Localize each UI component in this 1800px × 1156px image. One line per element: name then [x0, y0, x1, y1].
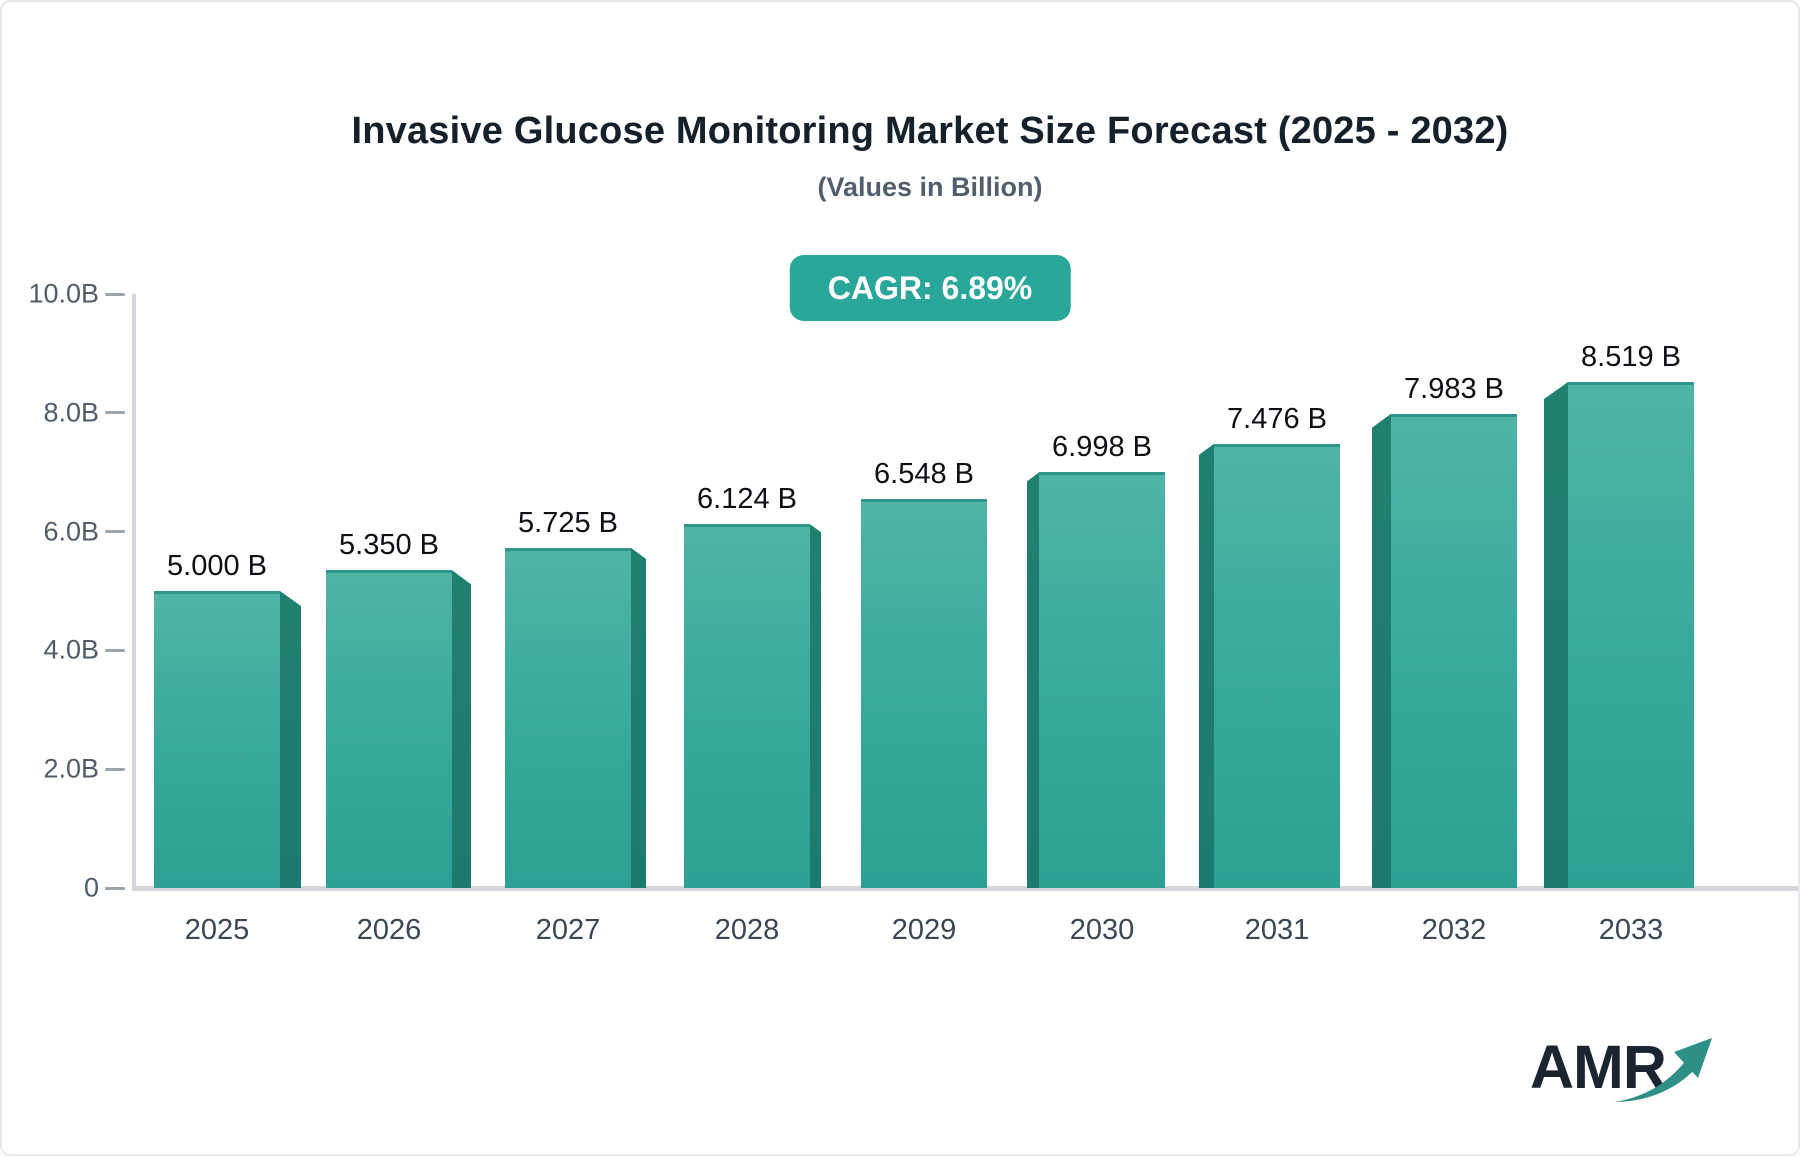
y-tick-label: 6.0B	[43, 516, 99, 547]
bar-side-face	[631, 547, 646, 888]
bar-value-label: 7.983 B	[1404, 372, 1504, 405]
y-tick-label: 10.0B	[28, 278, 99, 309]
bar-value-label: 5.350 B	[339, 529, 439, 562]
amr-logo: AMR	[1530, 1032, 1730, 1122]
x-axis-label: 2033	[1598, 914, 1664, 946]
x-axis-label: 2028	[714, 914, 780, 946]
x-axis-label: 2029	[891, 914, 957, 946]
bar-front-face	[1391, 413, 1517, 888]
bar-front-face	[684, 524, 810, 888]
bar-value-label: 6.124 B	[697, 483, 797, 516]
cagr-badge-label: CAGR: 6.89%	[827, 270, 1033, 306]
cagr-badge: CAGR: 6.89%	[789, 255, 1071, 321]
bar-side-face	[1027, 472, 1039, 888]
bar-side-face	[810, 524, 821, 888]
y-tick-dash	[105, 648, 125, 652]
bar-side-face	[1372, 413, 1391, 888]
amr-logo-text: AMR	[1530, 1033, 1667, 1101]
x-axis-label: 2031	[1244, 914, 1310, 946]
x-axis-label: 2032	[1421, 914, 1487, 946]
y-tick-dash	[105, 767, 125, 771]
x-axis-label: 2026	[356, 914, 422, 946]
y-tick-dash	[105, 292, 125, 296]
x-axis-label: 2027	[535, 914, 601, 946]
bar-value-label: 7.476 B	[1227, 402, 1327, 435]
bar-value-label: 5.000 B	[167, 550, 267, 582]
x-axis-line	[132, 886, 1798, 891]
bar-value-label: 6.548 B	[874, 458, 974, 491]
y-tick-label: 4.0B	[43, 634, 99, 665]
y-tick-dash	[105, 886, 125, 890]
bar-front-face	[326, 570, 452, 888]
y-tick-dash	[105, 530, 125, 534]
y-tick-label: 8.0B	[43, 397, 99, 428]
y-tick-label: 2.0B	[43, 753, 99, 784]
bar-front-face	[1568, 381, 1694, 888]
bar-value-label: 5.725 B	[518, 506, 618, 539]
bar-side-face	[1544, 381, 1568, 888]
bar-side-face	[1199, 443, 1214, 888]
bar-front-face	[154, 591, 280, 888]
bar-front-face	[1214, 443, 1340, 888]
growth-arrow-icon	[1614, 1038, 1712, 1102]
bar-front-face	[505, 547, 631, 888]
chart-title: Invasive Glucose Monitoring Market Size …	[351, 110, 1509, 152]
x-axis-label: 2025	[184, 914, 250, 946]
chart-subtitle: (Values in Billion)	[817, 172, 1043, 202]
y-axis-line	[132, 294, 136, 890]
y-tick-label: 0	[83, 872, 99, 903]
bar-front-face	[1039, 472, 1165, 888]
x-axis-label: 2030	[1069, 914, 1135, 946]
y-tick-dash	[105, 411, 125, 415]
bar-side-face	[280, 591, 301, 888]
bar-front-face	[861, 499, 987, 888]
bar-side-face	[452, 570, 471, 888]
bar-value-label: 8.519 B	[1581, 340, 1681, 373]
bar-value-label: 6.998 B	[1052, 431, 1152, 464]
